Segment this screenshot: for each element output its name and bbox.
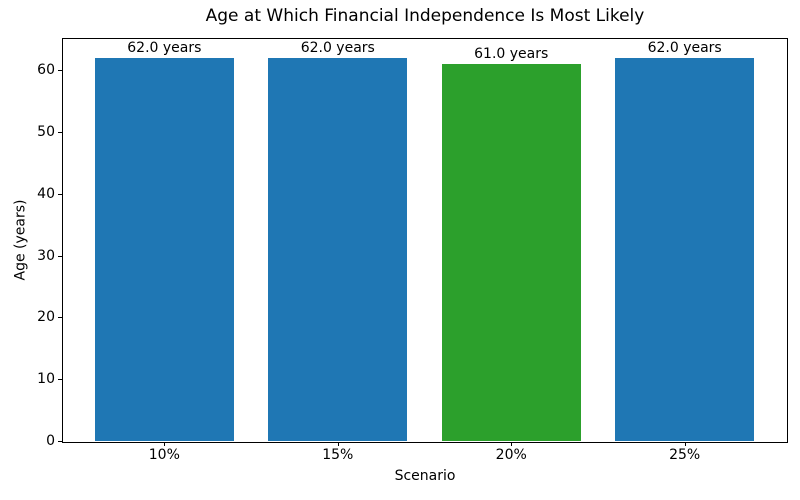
y-tick-label: 0: [46, 433, 55, 449]
x-tick-mark: [337, 442, 339, 446]
x-axis-label: Scenario: [394, 468, 456, 484]
y-tick-label: 50: [37, 124, 55, 141]
x-tick-mark: [684, 442, 686, 446]
x-tick-mark: [164, 442, 166, 446]
y-tick-mark: [58, 193, 62, 195]
bar: [615, 58, 755, 441]
y-tick-label: 20: [37, 309, 55, 326]
bar: [94, 58, 234, 441]
x-tick-mark: [511, 442, 513, 446]
x-tick-label: 20%: [495, 447, 527, 463]
y-tick-label: 10: [37, 371, 55, 388]
y-tick-label: 60: [37, 62, 55, 79]
bar: [441, 64, 581, 441]
y-axis-label: Age (years): [12, 199, 29, 281]
bar: [268, 58, 408, 441]
y-tick-mark: [58, 317, 62, 319]
y-tick-mark: [58, 441, 62, 442]
bar-value-label: 62.0 years: [647, 40, 722, 57]
x-tick-label: 15%: [322, 447, 354, 463]
x-tick-label: 10%: [148, 447, 180, 463]
y-tick-mark: [58, 379, 62, 381]
bar-value-label: 62.0 years: [300, 40, 375, 57]
bar-value-label: 61.0 years: [474, 46, 549, 63]
bar-value-label: 62.0 years: [127, 40, 202, 57]
y-tick-label: 40: [37, 185, 55, 202]
y-tick-mark: [58, 132, 62, 134]
y-tick-mark: [58, 70, 62, 72]
x-tick-label: 25%: [669, 447, 701, 463]
chart-title: Age at Which Financial Independence Is M…: [205, 6, 645, 26]
y-tick-mark: [58, 255, 62, 257]
y-tick-label: 30: [37, 247, 55, 264]
